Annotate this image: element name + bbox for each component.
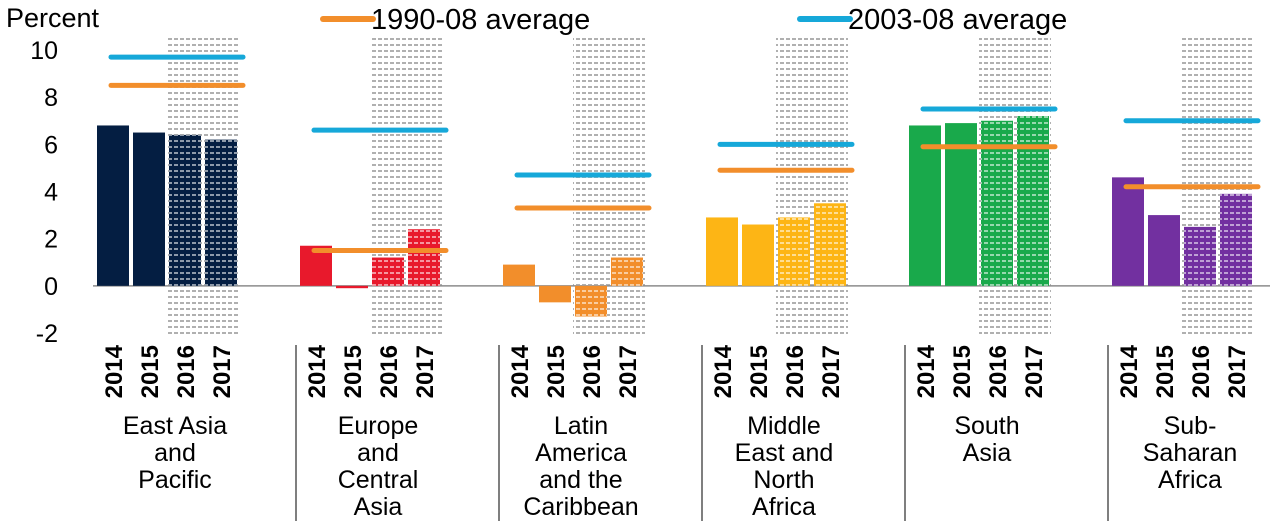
group-label: Europe (338, 412, 419, 440)
legend: 1990-08 average 2003-08 average (320, 4, 1067, 36)
y-tick-label: 8 (44, 84, 58, 112)
x-tick-label: 2015 (949, 345, 976, 398)
group-label: and the (539, 466, 622, 494)
group-label: Pacific (138, 466, 212, 494)
x-tick-label: 2014 (1116, 344, 1143, 398)
bar (336, 285, 368, 289)
x-tick-label: 2014 (710, 344, 737, 398)
group-label: East and (735, 439, 834, 467)
legend-label: 1990-08 average (371, 4, 590, 36)
group-label: and (357, 439, 399, 467)
x-tick-label: 2015 (1152, 345, 1179, 398)
x-tick-label: 2017 (412, 345, 439, 398)
y-tick-label: 2 (44, 226, 58, 254)
x-tick-label: 2015 (746, 345, 773, 398)
group-label: Caribbean (523, 493, 638, 521)
group-label: Asia (963, 439, 1012, 467)
x-tick-label: 2014 (913, 344, 940, 398)
group-label: Latin (554, 412, 608, 440)
x-tick-label: 2017 (818, 345, 845, 398)
group-label: Middle (747, 412, 821, 440)
group-label: and (154, 439, 196, 467)
x-tick-label: 2016 (173, 345, 200, 398)
bar (503, 264, 535, 286)
x-tick-label: 2014 (101, 344, 128, 398)
bar-forecast-hatch (1017, 116, 1049, 286)
bar (97, 125, 129, 286)
average-lines-layer (108, 54, 1261, 253)
bar-forecast-hatch (575, 285, 607, 317)
bar (133, 132, 165, 286)
x-tick-label: 2017 (1224, 345, 1251, 398)
group-label: Africa (752, 493, 816, 521)
y-tick-label: 0 (44, 273, 58, 301)
x-tick-label: 2016 (782, 345, 809, 398)
x-tick-label: 2014 (507, 344, 534, 398)
group-label: America (535, 439, 627, 467)
group-label: South (954, 412, 1019, 440)
bar-layer (97, 116, 1252, 317)
x-tick-label: 2015 (137, 345, 164, 398)
bar-forecast-hatch (408, 229, 440, 286)
bar-forecast-hatch (814, 203, 846, 286)
y-tick-label: 4 (44, 179, 58, 207)
bar-forecast-hatch (169, 134, 201, 286)
x-tick-label: 2016 (579, 345, 606, 398)
x-tick-label: 2017 (1021, 345, 1048, 398)
group-label: Africa (1158, 466, 1222, 494)
x-tick-label: 2016 (1188, 345, 1215, 398)
bar-forecast-hatch (611, 257, 643, 286)
x-tick-label: 2015 (543, 345, 570, 398)
bar (1112, 177, 1144, 286)
forecast-shading (370, 38, 442, 338)
y-tick-label: -2 (36, 320, 58, 348)
bar (1148, 215, 1180, 286)
forecast-shading (776, 38, 848, 338)
group-label: Saharan (1143, 439, 1238, 467)
x-tick-label: 2015 (340, 345, 367, 398)
bar-forecast-hatch (778, 217, 810, 286)
bar-forecast-hatch (372, 257, 404, 286)
bar (909, 125, 941, 286)
legend-label: 2003-08 average (848, 4, 1067, 36)
bar (706, 217, 738, 286)
x-tick-label: 2016 (985, 345, 1012, 398)
x-tick-label: 2016 (376, 345, 403, 398)
x-tick-label: 2017 (209, 345, 236, 398)
x-tick-label: 2017 (615, 345, 642, 398)
bar (945, 123, 977, 286)
bar (742, 224, 774, 286)
forecast-shading-layer (167, 38, 1254, 338)
bar-forecast-hatch (205, 139, 237, 286)
axis-layer: Percent -2 0 2 4 6 8 10 (6, 3, 1270, 521)
bar-forecast-hatch (1220, 193, 1252, 286)
y-axis-label: Percent (6, 3, 100, 33)
group-label: East Asia (123, 412, 227, 440)
group-label: Sub- (1164, 412, 1217, 440)
group-label: Central (338, 466, 419, 494)
bar (539, 285, 571, 303)
y-tick-label: 6 (44, 131, 58, 159)
y-tick-label: 10 (30, 37, 58, 65)
group-label: North (753, 466, 814, 494)
x-tick-label: 2014 (304, 344, 331, 398)
group-label: Asia (354, 493, 403, 521)
bar-forecast-hatch (1184, 226, 1216, 286)
